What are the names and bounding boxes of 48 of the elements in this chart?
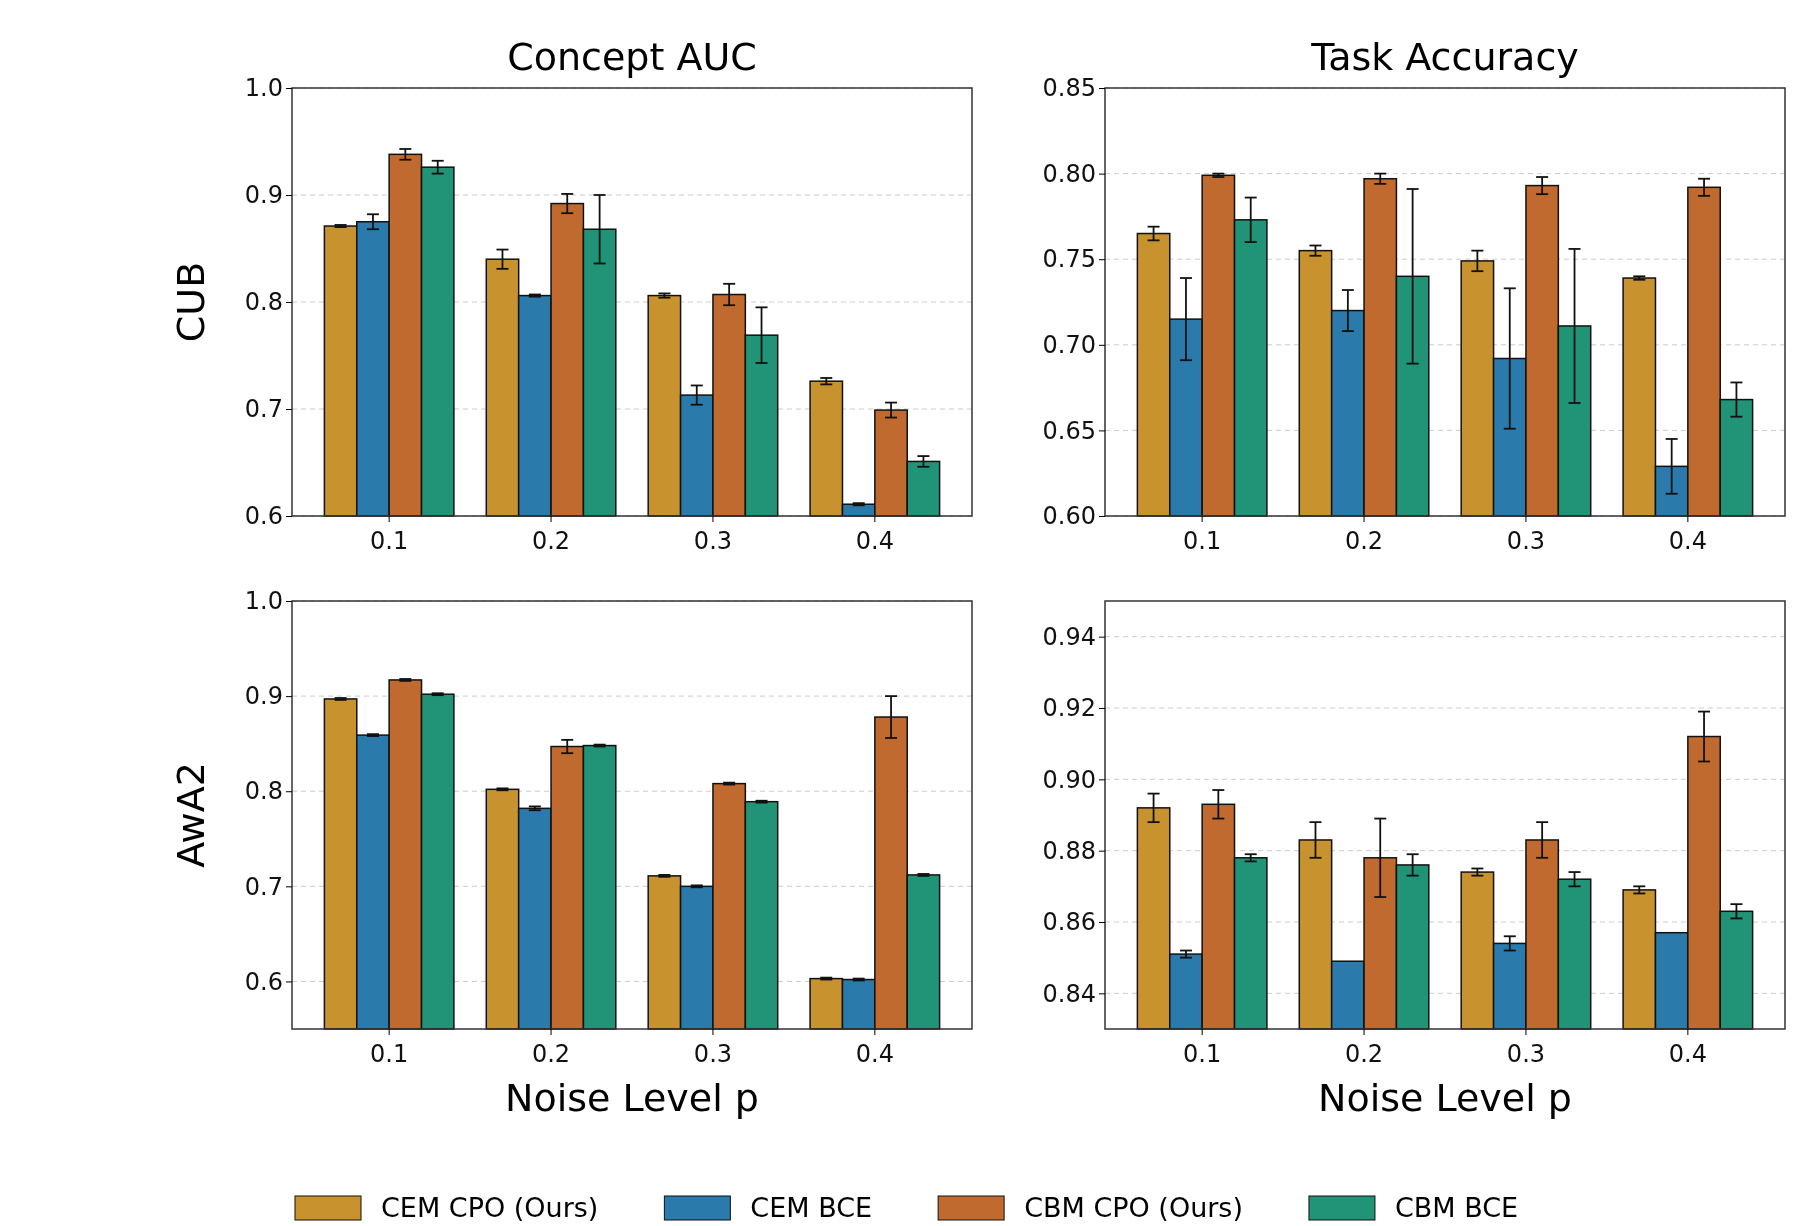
- y-tick-label: 0.88: [1042, 836, 1096, 865]
- x-tick-label: 0.4: [1668, 527, 1707, 555]
- y-axis-title: CUB: [169, 261, 213, 343]
- x-axis-title: Noise Level p: [1318, 1076, 1572, 1120]
- x-tick-label: 0.1: [1183, 527, 1222, 555]
- x-tick-label: 0.4: [855, 1040, 894, 1068]
- y-tick-label: 0.84: [1042, 979, 1096, 1008]
- y-tick-label: 0.85: [1042, 74, 1096, 103]
- y-tick-label: 0.75: [1042, 245, 1096, 274]
- x-tick-label: 0.1: [370, 527, 409, 555]
- y-tick-label: 1.0: [244, 587, 283, 616]
- y-tick-label: 0.6: [244, 967, 283, 996]
- x-axis-title: Noise Level p: [505, 1076, 759, 1120]
- x-tick-label: 0.3: [693, 527, 733, 555]
- chart-title: Concept AUC: [507, 35, 757, 79]
- x-tick-label: 0.3: [1506, 527, 1546, 555]
- y-tick-label: 0.80: [1042, 159, 1096, 188]
- legend-label: CBM BCE: [1394, 1192, 1519, 1223]
- y-tick-label: 0.8: [244, 288, 283, 317]
- y-tick-label: 0.7: [244, 872, 283, 901]
- x-tick-label: 0.2: [531, 1040, 571, 1068]
- x-tick-label: 0.1: [370, 1040, 409, 1068]
- chart-title: Task Accuracy: [1310, 35, 1579, 79]
- y-tick-label: 0.92: [1042, 694, 1096, 723]
- x-tick-label: 0.1: [1183, 1040, 1222, 1068]
- x-tick-label: 0.2: [1344, 527, 1384, 555]
- y-tick-label: 0.94: [1042, 622, 1096, 651]
- x-tick-label: 0.3: [693, 1040, 733, 1068]
- x-tick-label: 0.2: [531, 527, 571, 555]
- y-tick-label: 0.9: [244, 181, 283, 210]
- x-tick-label: 0.4: [855, 527, 894, 555]
- x-tick-label: 0.3: [1506, 1040, 1546, 1068]
- y-tick-label: 0.65: [1042, 416, 1096, 445]
- y-tick-label: 1.0: [244, 74, 283, 103]
- x-tick-label: 0.4: [1668, 1040, 1707, 1068]
- y-tick-label: 0.6: [244, 502, 283, 531]
- x-tick-label: 0.2: [1344, 1040, 1384, 1068]
- y-tick-label: 0.70: [1042, 330, 1096, 359]
- y-tick-label: 0.7: [244, 395, 283, 424]
- legend-label: CBM CPO (Ours): [1024, 1192, 1243, 1223]
- y-tick-label: 0.8: [244, 777, 283, 806]
- legend-label: CEM CPO (Ours): [381, 1192, 599, 1223]
- y-tick-label: 0.90: [1042, 765, 1096, 794]
- y-axis-title: AwA2: [169, 762, 213, 868]
- legend-label: CEM BCE: [750, 1192, 873, 1223]
- y-tick-label: 0.9: [244, 682, 283, 711]
- y-tick-label: 0.86: [1042, 908, 1096, 937]
- y-tick-label: 0.60: [1042, 502, 1096, 531]
